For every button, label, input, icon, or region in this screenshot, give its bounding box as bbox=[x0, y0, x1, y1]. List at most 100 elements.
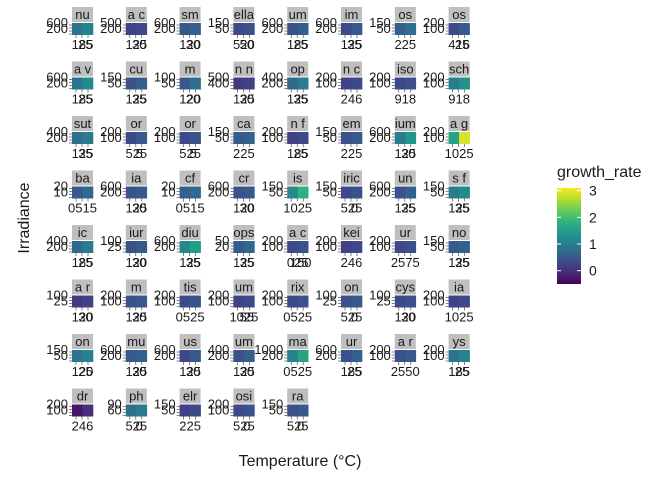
x-tick-label: 30 bbox=[132, 255, 146, 270]
legend-tick-label: 2 bbox=[589, 209, 597, 225]
facet-strip bbox=[394, 334, 416, 349]
y-tick-label: 200 bbox=[369, 185, 391, 200]
facet-strip-label: ia bbox=[131, 171, 142, 186]
heatmap-cell bbox=[82, 186, 94, 199]
facet-strip bbox=[448, 7, 470, 22]
legend-colorbar bbox=[557, 188, 581, 284]
y-tick-label: 100 bbox=[369, 239, 391, 254]
facet-strip-label: cr bbox=[238, 171, 250, 186]
facet-strip bbox=[125, 388, 147, 404]
x-tick-label: 35 bbox=[78, 146, 92, 161]
x-tick-label: 225 bbox=[179, 419, 201, 434]
y-tick-label: 200 bbox=[423, 15, 445, 30]
x-tick-label: 30 bbox=[186, 37, 200, 52]
heatmap-cell bbox=[243, 241, 255, 253]
x-tick-label: 125 bbox=[233, 255, 255, 270]
facet-strip-label: on bbox=[344, 280, 358, 295]
heatmap-cell bbox=[82, 77, 94, 90]
heatmap-cell bbox=[233, 77, 245, 90]
x-tick-label: 120 bbox=[233, 201, 255, 216]
y-tick-label: 50 bbox=[323, 185, 337, 200]
y-tick-label: 200 bbox=[154, 348, 176, 363]
facet-strip-label: diu bbox=[181, 225, 198, 240]
y-tick-label: 100 bbox=[315, 239, 337, 254]
y-tick-label: 50 bbox=[269, 403, 283, 418]
y-tick-label: 150 bbox=[315, 124, 337, 139]
x-tick-label: 30 bbox=[132, 310, 146, 325]
heatmap-cell bbox=[82, 241, 94, 253]
y-tick-label: 200 bbox=[100, 348, 122, 363]
facet-strip-label: ca bbox=[237, 116, 252, 131]
y-tick-label: 200 bbox=[100, 288, 122, 303]
heatmap-cell bbox=[82, 295, 94, 308]
heatmap-cell bbox=[72, 404, 83, 417]
y-tick-label: 150 bbox=[100, 70, 122, 85]
x-tick-label: 125 bbox=[125, 364, 147, 379]
facet-strip-label: a r bbox=[75, 280, 91, 295]
y-tick-label: 150 bbox=[46, 342, 68, 357]
heatmap-cell bbox=[190, 350, 201, 362]
heatmap-cell bbox=[179, 350, 191, 362]
facet-strip bbox=[287, 388, 309, 404]
x-tick-label: 25 bbox=[293, 37, 307, 52]
facet-strip bbox=[394, 170, 416, 186]
heatmap-cell bbox=[297, 23, 309, 35]
y-tick-label: 150 bbox=[369, 15, 391, 30]
facet-strip-label: iric bbox=[343, 171, 360, 186]
y-tick-label: 10 bbox=[161, 185, 175, 200]
x-tick-label: 246 bbox=[341, 255, 363, 270]
y-tick-label: 200 bbox=[261, 76, 283, 91]
heatmap-cell bbox=[297, 132, 309, 144]
x-tick-label: 20 bbox=[186, 92, 200, 107]
heatmap-cell bbox=[190, 404, 201, 417]
heatmap-cell bbox=[136, 350, 148, 362]
x-tick-label: 416 bbox=[448, 37, 470, 52]
facet-strip bbox=[179, 279, 201, 295]
x-tick-label: 1025 bbox=[283, 201, 312, 216]
heatmap-cell bbox=[287, 186, 298, 199]
heatmap-cell bbox=[287, 23, 298, 35]
heatmap-cell bbox=[351, 241, 363, 253]
facet-strip-label: n f bbox=[290, 116, 305, 131]
heatmap-cell bbox=[233, 295, 245, 308]
x-tick-label: 525 bbox=[341, 201, 363, 216]
x-tick-label: 125 bbox=[394, 201, 416, 216]
heatmap-cell bbox=[125, 77, 137, 90]
x-tick-label: 185 bbox=[72, 255, 94, 270]
x-tick-label: 25 bbox=[293, 146, 307, 161]
x-tick-label: 55 bbox=[240, 310, 254, 325]
x-tick-label: 150 bbox=[290, 255, 312, 270]
facet-strip bbox=[233, 279, 255, 295]
heatmap-cell bbox=[405, 132, 417, 144]
x-tick-label: 0 bbox=[297, 419, 304, 434]
y-tick-label: 200 bbox=[315, 70, 337, 85]
x-tick-label: 1025 bbox=[445, 146, 474, 161]
facet-strip-label: un bbox=[398, 171, 412, 186]
facet-strip bbox=[341, 170, 362, 186]
facet-strip-label: ma bbox=[289, 334, 308, 349]
x-tick-label: 520 bbox=[233, 37, 255, 52]
heatmap-cell bbox=[82, 404, 94, 417]
x-tick-label: 25 bbox=[347, 364, 361, 379]
facet-strip-label: op bbox=[290, 62, 304, 77]
x-tick-label: 0 bbox=[351, 201, 358, 216]
heatmap-cell bbox=[136, 132, 148, 144]
x-tick-label: 30 bbox=[401, 310, 415, 325]
x-tick-label: 30 bbox=[132, 364, 146, 379]
facet-strip bbox=[287, 116, 309, 131]
x-tick-label: 35 bbox=[293, 92, 307, 107]
x-tick-label: 30 bbox=[240, 201, 254, 216]
facet-strip bbox=[125, 61, 147, 77]
y-tick-label: 200 bbox=[423, 124, 445, 139]
heatmap-cell bbox=[459, 23, 470, 35]
